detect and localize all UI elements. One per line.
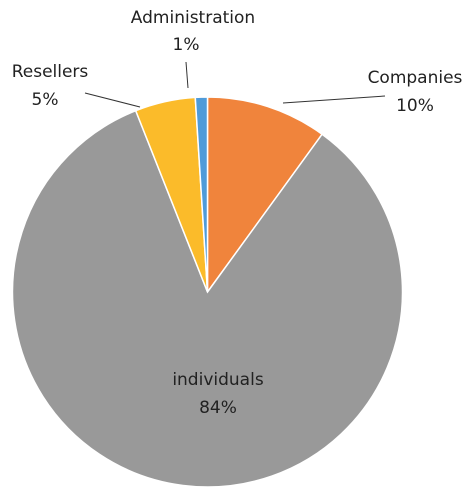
labels: Companies 10% individuals 84% Resellers 5% Adm… <box>12 8 463 418</box>
slice-label: Resellers <box>12 62 89 82</box>
slice-value-label: 1% <box>173 35 200 55</box>
pie-slice <box>11 109 404 488</box>
slice-value-label: 10% <box>396 96 434 116</box>
pie-slice <box>194 96 209 293</box>
slice-value-label: 84% <box>199 398 237 418</box>
pie-slice <box>206 96 324 295</box>
slice-label: Companies <box>368 68 463 88</box>
leader-line <box>185 61 189 89</box>
leader-line <box>84 92 141 108</box>
leader-line <box>282 95 386 104</box>
pie <box>11 96 404 488</box>
slice-label: Administration <box>131 8 255 28</box>
slice-label: individuals <box>172 370 264 390</box>
slice-value-label: 5% <box>32 90 59 110</box>
